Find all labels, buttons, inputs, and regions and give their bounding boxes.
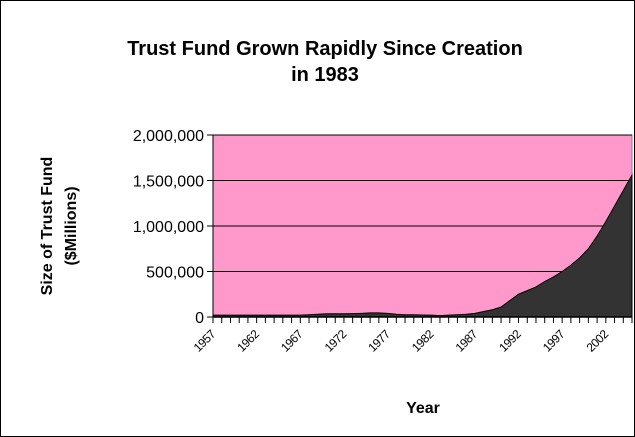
x-axis-title: Year (406, 400, 440, 417)
y-tick-label-3: 1,500,000 (133, 174, 204, 191)
x-tick-label-8: 1997 (540, 327, 568, 355)
y-tick-label-1: 500,000 (146, 265, 204, 282)
x-tick-labels: 1957 1962 1967 1972 1977 1982 1987 1992 1997 2002 (191, 327, 612, 355)
y-tick-label-0: 0 (195, 310, 204, 327)
chart-title-line-1: Trust Fund Grown Rapidly Since Creation (127, 38, 523, 60)
series-area (212, 173, 633, 318)
x-tick-label-7: 1992 (496, 327, 524, 355)
x-tick-label-6: 1987 (453, 327, 481, 355)
x-tick-label-2: 1967 (278, 327, 306, 355)
x-tick-label-3: 1972 (322, 327, 350, 355)
x-tick-label-1: 1962 (234, 327, 262, 355)
x-tick-label-0: 1957 (191, 327, 219, 355)
y-axis-title-line-1: Size of Trust Fund (39, 157, 56, 296)
y-axis-title-line-2: ($Millions) (63, 186, 80, 265)
y-tick-labels: 0 500,000 1,000,000 1,500,000 2,000,000 (133, 128, 204, 327)
y-tick-label-4: 2,000,000 (133, 128, 204, 145)
x-tick-label-9: 2002 (584, 327, 612, 355)
axes (207, 134, 633, 323)
chart-title-line-2: in 1983 (291, 64, 359, 86)
x-tick-label-4: 1977 (365, 327, 393, 355)
y-tick-label-2: 1,000,000 (133, 219, 204, 236)
gridlines (213, 134, 632, 272)
x-tick-label-5: 1982 (409, 327, 437, 355)
